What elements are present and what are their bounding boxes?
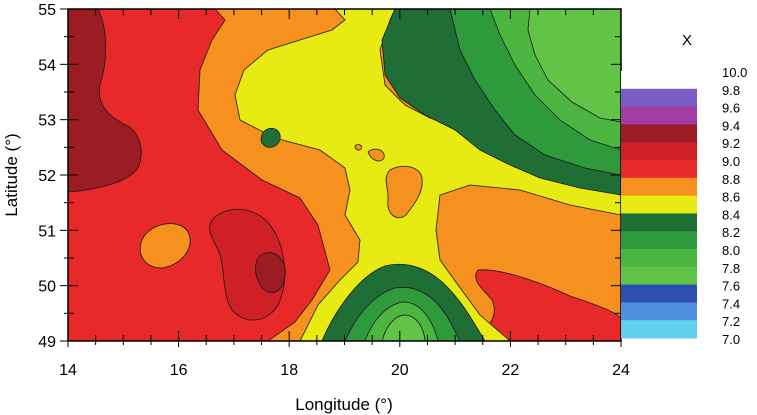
legend-level-label: 7.8 xyxy=(722,261,740,276)
legend-level-label: 8.4 xyxy=(722,207,740,222)
legend-color-band xyxy=(621,266,697,286)
contour-speck-2 xyxy=(354,144,362,151)
legend-title: X xyxy=(682,32,692,49)
y-tick-label: 52 xyxy=(38,168,56,185)
legend-level-label: 8.2 xyxy=(722,225,740,240)
legend-level-label: 9.2 xyxy=(722,136,740,151)
legend-level-label: 10.0 xyxy=(722,65,747,80)
legend-color-band xyxy=(621,231,697,250)
contour-band-9-2-sw xyxy=(209,208,286,321)
legend-level-label: 7.6 xyxy=(722,279,740,294)
y-tick-label: 53 xyxy=(38,113,56,130)
y-tick-label: 50 xyxy=(38,279,56,296)
contour-fill-layer xyxy=(68,9,621,341)
y-tick-label: 49 xyxy=(38,334,56,351)
contour-island-8-8 xyxy=(385,165,423,219)
y-axis-tick-labels: 49 50 51 52 53 54 55 xyxy=(38,2,56,351)
legend-color-band xyxy=(621,195,697,214)
y-axis-ticks xyxy=(60,8,621,342)
legend-color-band xyxy=(621,106,697,125)
y-tick-label: 54 xyxy=(38,57,56,74)
y-tick-label: 51 xyxy=(38,223,56,240)
y-axis-title: Latitude (°) xyxy=(2,133,21,216)
contour-band-7-8-ne xyxy=(527,9,621,123)
legend-level-label: 9.4 xyxy=(722,118,740,133)
legend-color-band xyxy=(621,71,697,90)
legend-level-label: 7.4 xyxy=(722,296,740,311)
x-tick-label: 18 xyxy=(280,362,298,379)
legend-level-label: 9.6 xyxy=(722,101,740,116)
y-tick-label: 55 xyxy=(38,2,56,19)
x-tick-label: 14 xyxy=(59,362,77,379)
legend-color-band xyxy=(621,320,697,339)
x-tick-label: 16 xyxy=(170,362,188,379)
x-tick-label: 24 xyxy=(612,362,630,379)
contour-band-9-4-sw-core xyxy=(255,252,286,294)
legend-color-band xyxy=(621,142,697,161)
legend-color-band xyxy=(621,284,697,303)
x-tick-label: 20 xyxy=(391,362,409,379)
contour-band-9-2-nw xyxy=(68,9,142,193)
legend-color-band xyxy=(621,213,697,232)
x-tick-label: 22 xyxy=(502,362,520,379)
legend-color-band xyxy=(621,249,697,268)
x-axis-tick-labels: 14 16 18 20 22 24 xyxy=(59,362,630,379)
legend-color-band xyxy=(621,160,697,179)
contour-band-9-0-east xyxy=(469,269,621,341)
x-axis-title: Longitude (°) xyxy=(295,395,393,414)
contour-island-west xyxy=(139,223,191,269)
legend-level-label: 8.0 xyxy=(722,243,740,258)
legend-color-band xyxy=(621,124,697,143)
legend-color-band xyxy=(621,88,697,108)
legend-level-label: 7.2 xyxy=(722,314,740,329)
contour-spot-green xyxy=(260,127,281,148)
legend-level-label: 9.0 xyxy=(722,154,740,169)
x-axis-ticks xyxy=(67,9,622,347)
legend-level-label: 7.0 xyxy=(722,332,740,347)
legend-level-label: 8.8 xyxy=(722,172,740,187)
contour-band-7-8-south xyxy=(381,314,426,341)
legend-color-band xyxy=(621,177,697,197)
legend-level-label: 8.6 xyxy=(722,190,740,205)
legend-color-band xyxy=(621,302,697,321)
contour-speck-1 xyxy=(367,148,385,162)
legend-level-label: 9.8 xyxy=(722,83,740,98)
legend: 10.0 9.8 9.6 9.4 9.2 9.0 8.8 8.6 8.4 8.2 8.0 7.8 7.6… xyxy=(621,65,747,347)
